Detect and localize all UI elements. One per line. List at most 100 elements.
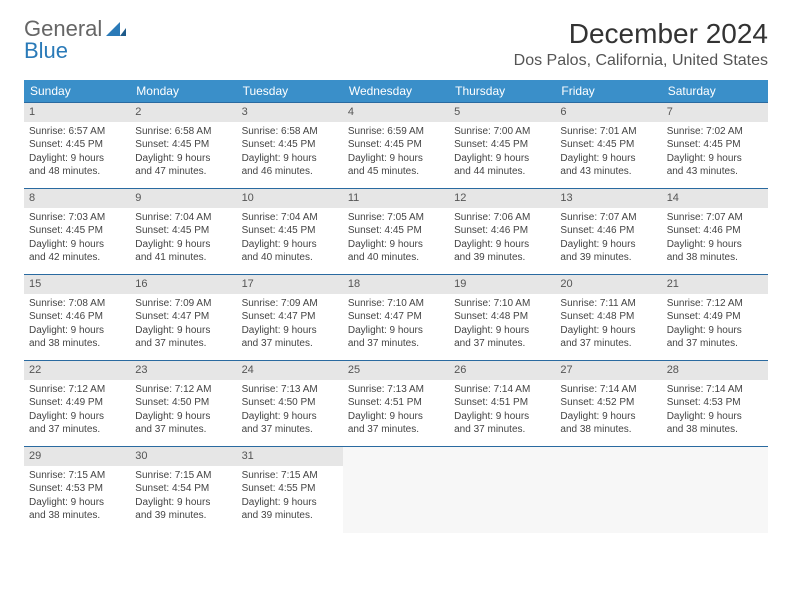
day-cell: 19Sunrise: 7:10 AMSunset: 4:48 PMDayligh… xyxy=(449,275,555,361)
day-detail: Daylight: 9 hours xyxy=(29,152,125,166)
day-detail: Sunset: 4:45 PM xyxy=(135,224,231,238)
day-detail: and 37 minutes. xyxy=(242,423,338,437)
day-detail: Daylight: 9 hours xyxy=(667,238,763,252)
day-number: 15 xyxy=(24,275,130,294)
day-detail: Daylight: 9 hours xyxy=(29,238,125,252)
day-detail: Daylight: 9 hours xyxy=(29,324,125,338)
day-detail: Sunrise: 7:11 AM xyxy=(560,297,656,311)
day-cell: 25Sunrise: 7:13 AMSunset: 4:51 PMDayligh… xyxy=(343,361,449,447)
day-detail: Daylight: 9 hours xyxy=(135,410,231,424)
day-number: 8 xyxy=(24,189,130,208)
day-detail: Sunrise: 7:12 AM xyxy=(29,383,125,397)
week-row: 8 Sunrise: 7:03 AM Sunset: 4:45 PM Daylight… xyxy=(24,189,768,275)
day-cell: 13Sunrise: 7:07 AMSunset: 4:46 PMDayligh… xyxy=(555,189,661,275)
col-header: Tuesday xyxy=(237,80,343,103)
day-number: 7 xyxy=(662,103,768,122)
day-cell xyxy=(662,447,768,533)
day-detail: and 39 minutes. xyxy=(454,251,550,265)
day-detail: Daylight: 9 hours xyxy=(454,152,550,166)
day-cell: 22Sunrise: 7:12 AMSunset: 4:49 PMDayligh… xyxy=(24,361,130,447)
logo-icon xyxy=(106,16,126,41)
day-detail: Sunrise: 7:09 AM xyxy=(242,297,338,311)
day-cell: 28Sunrise: 7:14 AMSunset: 4:53 PMDayligh… xyxy=(662,361,768,447)
day-number: 23 xyxy=(130,361,236,380)
day-detail: Sunset: 4:45 PM xyxy=(29,138,125,152)
day-cell: 3Sunrise: 6:58 AMSunset: 4:45 PMDaylight… xyxy=(237,103,343,189)
day-detail: Sunrise: 7:08 AM xyxy=(29,297,125,311)
day-detail: Sunrise: 6:57 AM xyxy=(29,125,125,139)
day-detail: Sunset: 4:45 PM xyxy=(560,138,656,152)
day-cell: 20Sunrise: 7:11 AMSunset: 4:48 PMDayligh… xyxy=(555,275,661,361)
day-detail: and 43 minutes. xyxy=(667,165,763,179)
day-detail: Sunrise: 7:15 AM xyxy=(135,469,231,483)
day-detail: Sunrise: 7:09 AM xyxy=(135,297,231,311)
day-detail: Sunrise: 7:15 AM xyxy=(29,469,125,483)
day-detail: and 37 minutes. xyxy=(454,337,550,351)
calendar-body: 1Sunrise: 6:57 AMSunset: 4:45 PMDaylight… xyxy=(24,103,768,533)
day-detail: Sunrise: 7:13 AM xyxy=(348,383,444,397)
day-detail: Daylight: 9 hours xyxy=(29,496,125,510)
week-row: 22Sunrise: 7:12 AMSunset: 4:49 PMDayligh… xyxy=(24,361,768,447)
day-detail: Sunrise: 7:03 AM xyxy=(29,211,125,225)
day-detail: Daylight: 9 hours xyxy=(242,410,338,424)
day-detail: Daylight: 9 hours xyxy=(667,410,763,424)
day-detail: Sunset: 4:54 PM xyxy=(135,482,231,496)
day-detail: Daylight: 9 hours xyxy=(348,410,444,424)
day-cell: 14Sunrise: 7:07 AMSunset: 4:46 PMDayligh… xyxy=(662,189,768,275)
day-detail: Sunset: 4:47 PM xyxy=(348,310,444,324)
day-detail: Sunrise: 7:06 AM xyxy=(454,211,550,225)
day-number: 20 xyxy=(555,275,661,294)
day-number: 10 xyxy=(237,189,343,208)
day-detail: and 37 minutes. xyxy=(242,337,338,351)
day-cell xyxy=(449,447,555,533)
day-detail: Sunset: 4:45 PM xyxy=(348,138,444,152)
day-detail: and 37 minutes. xyxy=(667,337,763,351)
day-detail: and 37 minutes. xyxy=(135,337,231,351)
day-detail: and 38 minutes. xyxy=(667,251,763,265)
day-detail: Sunrise: 7:07 AM xyxy=(667,211,763,225)
day-detail: Daylight: 9 hours xyxy=(348,152,444,166)
day-detail: Sunset: 4:46 PM xyxy=(667,224,763,238)
day-detail: Sunset: 4:53 PM xyxy=(29,482,125,496)
day-number: 13 xyxy=(555,189,661,208)
day-number: 16 xyxy=(130,275,236,294)
day-detail: Sunrise: 7:04 AM xyxy=(242,211,338,225)
day-cell: 11Sunrise: 7:05 AMSunset: 4:45 PMDayligh… xyxy=(343,189,449,275)
week-row: 29Sunrise: 7:15 AMSunset: 4:53 PMDayligh… xyxy=(24,447,768,533)
day-number: 9 xyxy=(130,189,236,208)
day-detail: Sunrise: 6:58 AM xyxy=(135,125,231,139)
day-detail: Daylight: 9 hours xyxy=(560,152,656,166)
day-detail: and 41 minutes. xyxy=(135,251,231,265)
day-cell: 9Sunrise: 7:04 AMSunset: 4:45 PMDaylight… xyxy=(130,189,236,275)
day-cell: 31Sunrise: 7:15 AMSunset: 4:55 PMDayligh… xyxy=(237,447,343,533)
day-detail: Sunset: 4:46 PM xyxy=(560,224,656,238)
day-detail: Daylight: 9 hours xyxy=(560,238,656,252)
day-detail: Daylight: 9 hours xyxy=(454,410,550,424)
day-detail: Sunset: 4:45 PM xyxy=(135,138,231,152)
day-detail: Daylight: 9 hours xyxy=(242,324,338,338)
day-detail: and 40 minutes. xyxy=(348,251,444,265)
day-detail: Sunset: 4:48 PM xyxy=(560,310,656,324)
day-cell: 30Sunrise: 7:15 AMSunset: 4:54 PMDayligh… xyxy=(130,447,236,533)
day-number: 25 xyxy=(343,361,449,380)
day-detail: Sunrise: 7:14 AM xyxy=(454,383,550,397)
day-number: 3 xyxy=(237,103,343,122)
day-cell: 8Sunrise: 7:03 AMSunset: 4:45 PMDaylight… xyxy=(24,189,130,275)
day-detail: Sunset: 4:45 PM xyxy=(454,138,550,152)
day-detail: and 46 minutes. xyxy=(242,165,338,179)
day-detail: and 40 minutes. xyxy=(242,251,338,265)
day-cell: 18Sunrise: 7:10 AMSunset: 4:47 PMDayligh… xyxy=(343,275,449,361)
day-detail: Sunset: 4:46 PM xyxy=(454,224,550,238)
day-cell xyxy=(555,447,661,533)
day-number: 2 xyxy=(130,103,236,122)
day-detail: Sunset: 4:55 PM xyxy=(242,482,338,496)
day-detail: Sunset: 4:46 PM xyxy=(29,310,125,324)
day-detail: Sunrise: 7:04 AM xyxy=(135,211,231,225)
day-detail: Daylight: 9 hours xyxy=(560,410,656,424)
day-cell: 24Sunrise: 7:13 AMSunset: 4:50 PMDayligh… xyxy=(237,361,343,447)
day-number: 12 xyxy=(449,189,555,208)
day-detail: and 37 minutes. xyxy=(560,337,656,351)
day-cell: 10Sunrise: 7:04 AMSunset: 4:45 PMDayligh… xyxy=(237,189,343,275)
day-detail: Sunrise: 7:15 AM xyxy=(242,469,338,483)
day-number: 31 xyxy=(237,447,343,466)
